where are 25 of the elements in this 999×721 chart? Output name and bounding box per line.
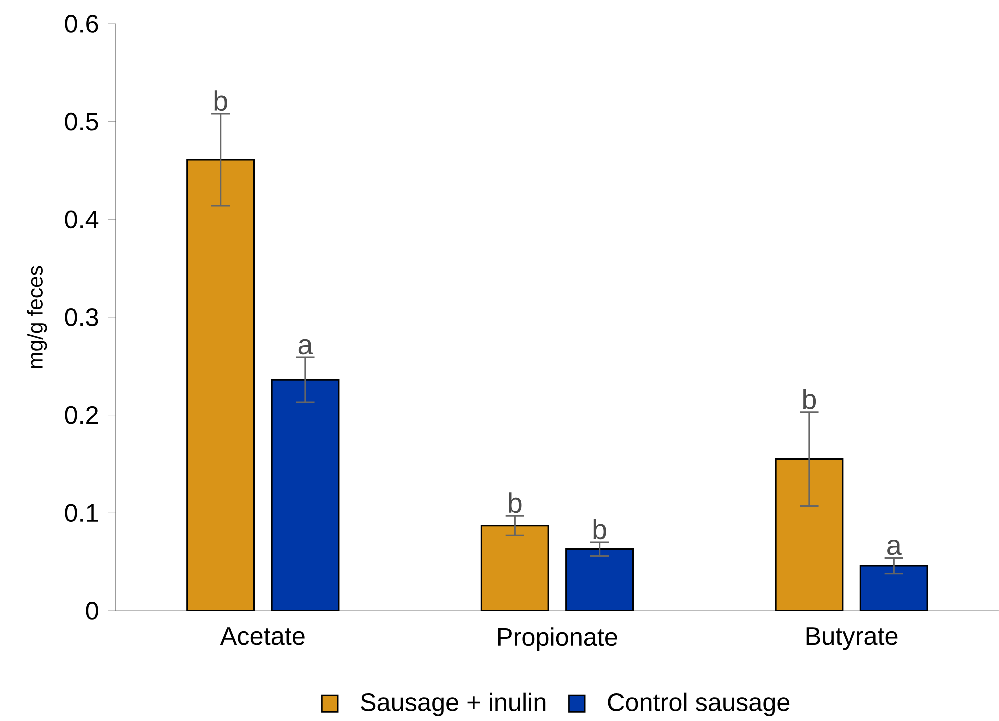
- y-tick-label: 0.5: [65, 112, 98, 131]
- y-axis-title: mg/g feces: [27, 266, 48, 368]
- bar: [480, 525, 550, 611]
- bar: [271, 379, 340, 611]
- annotation: b: [594, 519, 606, 540]
- x-tick-label: Butyrate: [806, 628, 898, 650]
- bar: [860, 565, 928, 611]
- bar: [775, 458, 844, 611]
- y-tick-label: 0.4: [65, 210, 99, 229]
- x-tick-label: Propionate: [498, 628, 618, 652]
- legend-label: Sausage + inulin: [361, 692, 546, 716]
- x-tick-label: Acetate: [220, 628, 305, 646]
- annotation: b: [214, 90, 228, 112]
- y-tick-label: 0.1: [65, 504, 98, 522]
- y-tick-label: 0.3: [65, 308, 98, 326]
- y-tick-label: 0.6: [65, 15, 98, 33]
- annotation: b: [804, 388, 816, 410]
- bar: [186, 159, 256, 611]
- annotation: b: [509, 492, 522, 514]
- y-tick-label: 0: [86, 602, 98, 620]
- legend-label: Control sausage: [608, 692, 790, 716]
- y-tick-label: 0.2: [65, 406, 98, 424]
- bar: [566, 548, 634, 611]
- annotation: a: [298, 339, 314, 355]
- annotation: a: [888, 540, 902, 556]
